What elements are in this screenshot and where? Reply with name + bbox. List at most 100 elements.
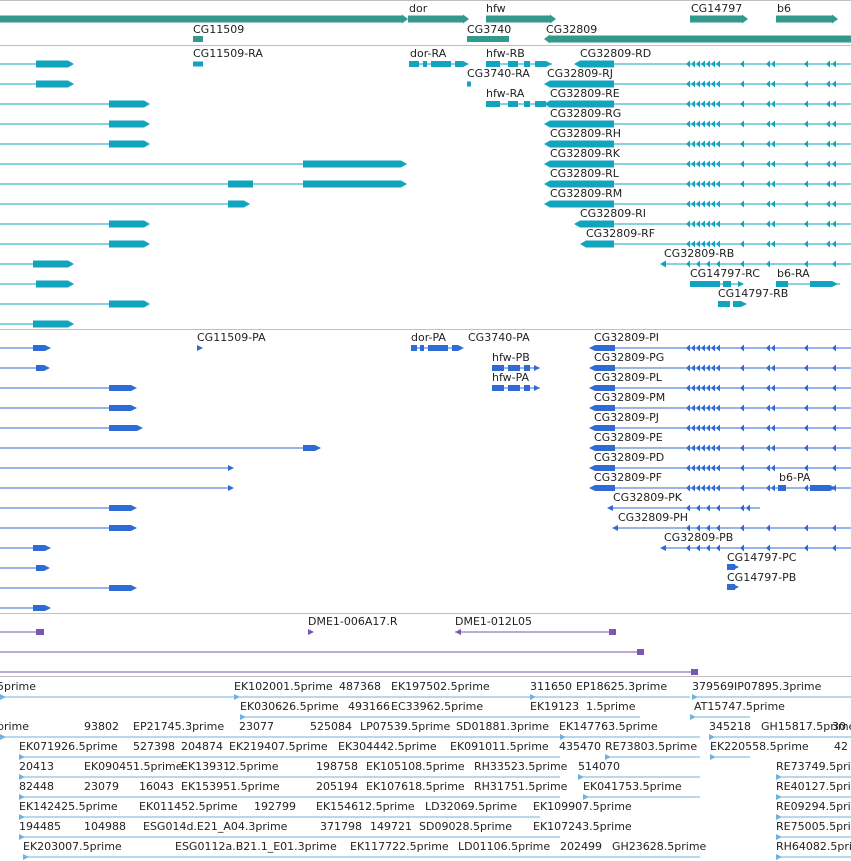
transcript-label-CG32809-RH[interactable]: CG32809-RH (550, 127, 621, 140)
est-label[interactable]: AT15747.5prime (694, 700, 785, 713)
est-label[interactable]: RE73803.5prime (605, 740, 697, 753)
protein-label-CG14797-PB[interactable]: CG14797-PB (727, 571, 796, 584)
est-label[interactable]: 205194 (316, 780, 358, 793)
est-label[interactable]: EK19123 (530, 700, 579, 713)
clone-label-DME1-006A17.R[interactable]: DME1-006A17.R (308, 615, 398, 628)
est-label[interactable]: 149721 (370, 820, 412, 833)
est-label[interactable]: EK153951.5prime (181, 780, 280, 793)
est-label[interactable]: EK102001.5prime (234, 680, 333, 693)
transcript-label-CG3740-RA[interactable]: CG3740-RA (467, 67, 530, 80)
est-label[interactable]: 192799 (254, 800, 296, 813)
est-label[interactable]: EK197502.5prime (391, 680, 490, 693)
est-label[interactable]: GH15817.5prime (761, 720, 851, 733)
est-label[interactable]: prime (0, 720, 29, 733)
protein-label-hfw-PB[interactable]: hfw-PB (492, 351, 530, 364)
est-label[interactable]: EK219407.5prime (229, 740, 328, 753)
est-label[interactable]: 30 (832, 720, 846, 733)
est-label[interactable]: RE09294.5prime (776, 800, 851, 813)
est-label[interactable]: 1.5prime (133, 760, 183, 773)
est-label[interactable]: ESG014d.E21_A04.3prime (143, 820, 288, 833)
est-label[interactable]: RE73749.5prime (776, 760, 851, 773)
est-label[interactable]: RH64082.5prime (776, 840, 851, 853)
est-label[interactable]: 204874 (181, 740, 223, 753)
est-label[interactable]: EK041753.5prime (583, 780, 682, 793)
est-label[interactable]: EK030626.5prime (240, 700, 339, 713)
protein-label-CG14797-PC[interactable]: CG14797-PC (727, 551, 797, 564)
est-label[interactable]: 82448 (19, 780, 54, 793)
transcript-label-CG32809-RL[interactable]: CG32809-RL (550, 167, 620, 180)
est-label[interactable]: EK011452.5prime (139, 800, 238, 813)
gene-label-hfw[interactable]: hfw (486, 2, 506, 15)
est-label[interactable]: EP21745.3prime (133, 720, 224, 733)
est-label[interactable]: 16043 (139, 780, 174, 793)
transcript-label-hfw-RA[interactable]: hfw-RA (486, 87, 525, 100)
est-label[interactable]: EK13931 (181, 760, 230, 773)
est-label[interactable]: 1.5prime (586, 700, 636, 713)
est-label[interactable]: GH23628.5prime (612, 840, 707, 853)
est-label[interactable]: EK220558.5prime (710, 740, 809, 753)
protein-label-CG32809-PM[interactable]: CG32809-PM (594, 391, 665, 404)
transcript-label-CG14797-RB[interactable]: CG14797-RB (718, 287, 788, 300)
gene-label-CG3740[interactable]: CG3740 (467, 23, 511, 36)
transcript-label-b6-RA[interactable]: b6-RA (777, 267, 810, 280)
transcript-label-CG32809-RJ[interactable]: CG32809-RJ (547, 67, 613, 80)
transcript-label-CG32809-RI[interactable]: CG32809-RI (580, 207, 646, 220)
transcript-label-CG11509-RA[interactable]: CG11509-RA (193, 47, 263, 60)
transcript-label-hfw-RB[interactable]: hfw-RB (486, 47, 525, 60)
est-label[interactable]: EP18625.3prime (576, 680, 667, 693)
est-label[interactable]: LP07539.5prime (360, 720, 451, 733)
transcript-label-CG32809-RK[interactable]: CG32809-RK (550, 147, 621, 160)
est-label[interactable]: RH33523.5prime (474, 760, 568, 773)
est-label[interactable]: EK107618.5prime (366, 780, 465, 793)
est-label[interactable]: SD09028.5prime (419, 820, 512, 833)
protein-label-CG32809-PB[interactable]: CG32809-PB (664, 531, 733, 544)
transcript-label-CG32809-RG[interactable]: CG32809-RG (550, 107, 621, 120)
gene-label-CG32809[interactable]: CG32809 (546, 23, 597, 36)
est-label[interactable]: RE75005.5prime (776, 820, 851, 833)
est-label[interactable]: EK147763.5prime (559, 720, 658, 733)
est-label[interactable]: 194485 (19, 820, 61, 833)
est-label[interactable]: 311650 (530, 680, 572, 693)
protein-label-CG32809-PG[interactable]: CG32809-PG (594, 351, 664, 364)
clone-label-DME1-012L05[interactable]: DME1-012L05 (455, 615, 532, 628)
est-label[interactable]: 202499 (560, 840, 602, 853)
gene-label-CG14797[interactable]: CG14797 (691, 2, 742, 15)
protein-label-CG32809-PE[interactable]: CG32809-PE (594, 431, 663, 444)
est-label[interactable]: 379569 (692, 680, 734, 693)
est-label[interactable]: 2.5prime (229, 760, 279, 773)
est-label[interactable]: 525084 (310, 720, 352, 733)
est-label[interactable]: 23077 (239, 720, 274, 733)
transcript-label-CG14797-RC[interactable]: CG14797-RC (690, 267, 760, 280)
est-label[interactable]: 93802 (84, 720, 119, 733)
protein-label-b6-PA[interactable]: b6-PA (779, 471, 811, 484)
est-label[interactable]: 198758 (316, 760, 358, 773)
est-label[interactable]: EK107243.5prime (533, 820, 632, 833)
est-label[interactable]: 435470 (559, 740, 601, 753)
est-label[interactable]: EC33962.5prime (391, 700, 483, 713)
est-label[interactable]: 20413 (19, 760, 54, 773)
protein-label-CG32809-PH[interactable]: CG32809-PH (618, 511, 688, 524)
est-label[interactable]: EK091011.5prime (450, 740, 549, 753)
gene-label-CG11509[interactable]: CG11509 (193, 23, 244, 36)
transcript-label-CG32809-RB[interactable]: CG32809-RB (664, 247, 734, 260)
est-label[interactable]: EK109907.5prime (533, 800, 632, 813)
protein-label-CG3740-PA[interactable]: CG3740-PA (468, 331, 530, 344)
est-label[interactable]: 493166 (348, 700, 390, 713)
transcript-label-CG32809-RE[interactable]: CG32809-RE (550, 87, 620, 100)
est-label[interactable]: EK09045 (84, 760, 133, 773)
est-label[interactable]: LD01106.5prime (458, 840, 550, 853)
est-label[interactable]: EK304442.5prime (338, 740, 437, 753)
est-label[interactable]: EK142425.5prime (19, 800, 118, 813)
est-label[interactable]: SD01881.3prime (456, 720, 549, 733)
transcript-label-CG32809-RM[interactable]: CG32809-RM (550, 187, 622, 200)
est-label[interactable]: EK154612.5prime (316, 800, 415, 813)
protein-label-CG32809-PD[interactable]: CG32809-PD (594, 451, 664, 464)
gene-label-dor[interactable]: dor (409, 2, 428, 15)
protein-label-CG32809-PI[interactable]: CG32809-PI (594, 331, 659, 344)
est-label[interactable]: 527398 (133, 740, 175, 753)
protein-label-hfw-PA[interactable]: hfw-PA (492, 371, 530, 384)
est-label[interactable]: EK105108.5prime (366, 760, 465, 773)
transcript-label-dor-RA[interactable]: dor-RA (410, 47, 447, 60)
est-label[interactable]: 371798 (320, 820, 362, 833)
est-label[interactable]: 345218 (709, 720, 751, 733)
